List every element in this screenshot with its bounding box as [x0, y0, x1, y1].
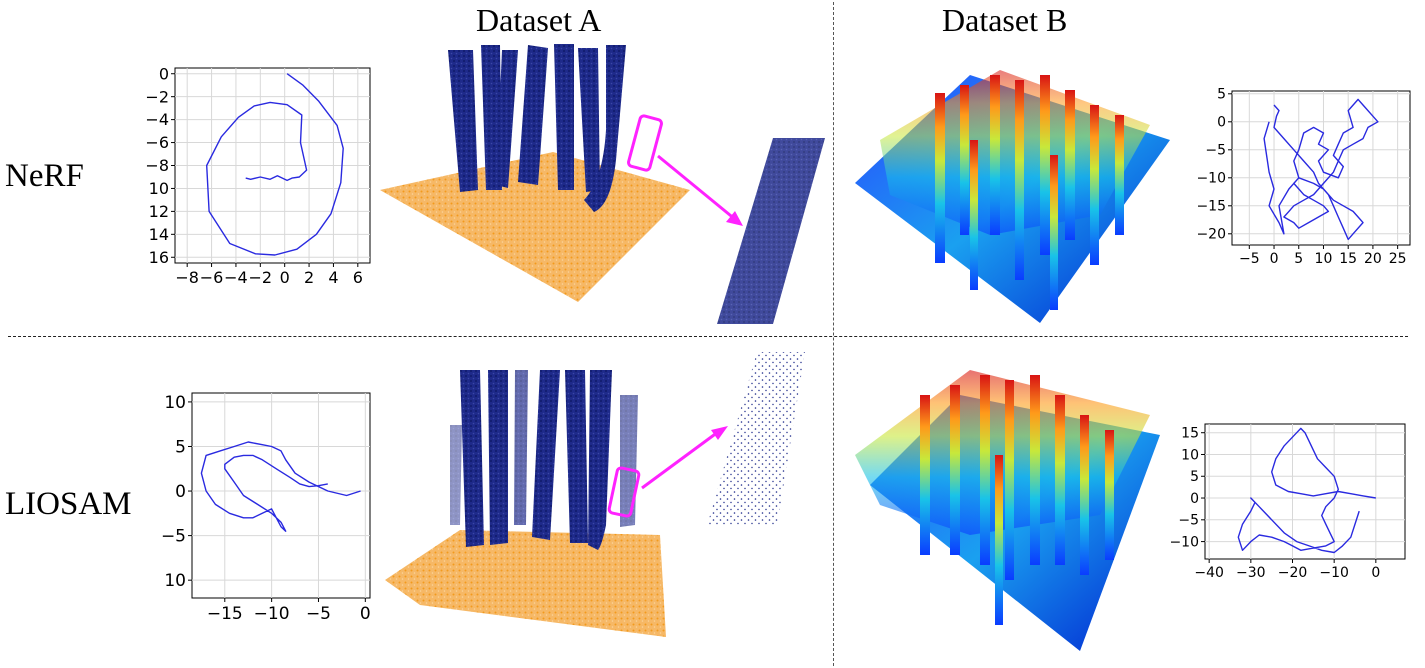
y-tick-label: 10	[1181, 447, 1199, 463]
trajectory-line	[206, 73, 344, 256]
y-tick-label: 15	[1181, 426, 1199, 442]
point-cloud-liosam-dataset-a	[385, 370, 666, 637]
y-tick-label: 5	[1190, 469, 1199, 485]
x-tick-label: 0	[1371, 565, 1380, 581]
x-tick-label: 10	[1315, 251, 1333, 267]
y-tick-label: −5	[1178, 513, 1199, 529]
zoomed-trunk-nerf	[717, 138, 825, 324]
y-tick-label: −15	[1196, 199, 1226, 215]
plot-frame	[1204, 423, 1406, 560]
trajectory-line	[1237, 427, 1376, 554]
y-tick-label: −10	[1169, 534, 1199, 550]
vertical-divider	[833, 2, 834, 666]
zoomed-trunk-liosam	[707, 352, 805, 526]
grid	[1232, 91, 1410, 245]
y-tick-label: 16	[149, 248, 169, 267]
y-tick-label: 14	[149, 225, 169, 244]
x-tick-label: 25	[1389, 251, 1407, 267]
x-tick-label: −2	[249, 268, 273, 287]
zoom-arrow-nerf	[657, 154, 743, 226]
trajectory-line	[200, 441, 361, 532]
column-header-dataset-a: Dataset A	[476, 2, 602, 38]
x-tick-label: −15	[207, 604, 243, 624]
x-tick-label: −40	[1194, 565, 1224, 581]
y-tick-label: −8	[145, 156, 169, 175]
y-tick-label: 10	[149, 179, 169, 198]
x-tick-label: −20	[1278, 565, 1308, 581]
x-tick-label: 4	[328, 268, 338, 287]
x-tick-label: −5	[306, 604, 331, 624]
x-tick-label: −30	[1236, 565, 1266, 581]
y-tick-label: 12	[149, 202, 169, 221]
x-tick-label: 0	[280, 268, 290, 287]
x-tick-label: −6	[200, 268, 224, 287]
y-tick-label: 5	[1217, 87, 1226, 103]
x-tick-label: −8	[175, 268, 199, 287]
row-label-liosam: LIOSAM	[5, 486, 132, 522]
y-tick-label: −4	[145, 110, 169, 129]
y-tick-label: 10	[164, 393, 186, 413]
y-tick-label: 0	[175, 482, 186, 502]
y-tick-label: 0	[1190, 491, 1199, 507]
plot-frame	[191, 392, 371, 599]
x-tick-label: 5	[1294, 251, 1303, 267]
row-label-nerf: NeRF	[5, 158, 84, 194]
trajectory-plot-liosam-dataset-a: −15 −10 −5 0 10 5 0 −5 10	[161, 392, 371, 624]
x-tick-label: 20	[1364, 251, 1382, 267]
y-tick-label: −6	[145, 133, 169, 152]
y-tick-label: −10	[1196, 171, 1226, 187]
y-tick-label: −5	[1205, 143, 1226, 159]
x-tick-label: −10	[254, 604, 290, 624]
grid	[192, 393, 370, 598]
point-cloud-liosam-dataset-b	[855, 370, 1160, 651]
point-cloud-nerf-dataset-b	[855, 70, 1170, 323]
x-tick-label: 15	[1339, 251, 1357, 267]
zoom-arrow-liosam	[641, 426, 728, 490]
grid	[1205, 424, 1405, 559]
x-tick-label: −10	[1319, 565, 1349, 581]
column-header-dataset-b: Dataset B	[942, 2, 1068, 38]
y-tick-label: 0	[159, 64, 169, 83]
point-cloud-nerf-dataset-a	[380, 44, 690, 302]
y-tick-label: 5	[175, 437, 186, 457]
x-tick-label: 6	[353, 268, 363, 287]
horizontal-divider	[8, 336, 1408, 337]
x-tick-label: −5	[1239, 251, 1260, 267]
trajectory-line	[1263, 98, 1379, 241]
x-tick-label: 0	[1270, 251, 1279, 267]
y-tick-label: −5	[161, 527, 186, 547]
y-tick-label: 10	[164, 571, 186, 591]
y-tick-label: −2	[145, 87, 169, 106]
trajectory-plot-liosam-dataset-b: −40 −30 −20 −10 0 15 10 5 0 −5 −10	[1169, 423, 1406, 581]
x-tick-label: −4	[224, 268, 248, 287]
y-tick-label: 0	[1217, 115, 1226, 131]
x-tick-label: 0	[360, 604, 371, 624]
y-tick-label: −20	[1196, 227, 1226, 243]
x-tick-label: 2	[304, 268, 314, 287]
